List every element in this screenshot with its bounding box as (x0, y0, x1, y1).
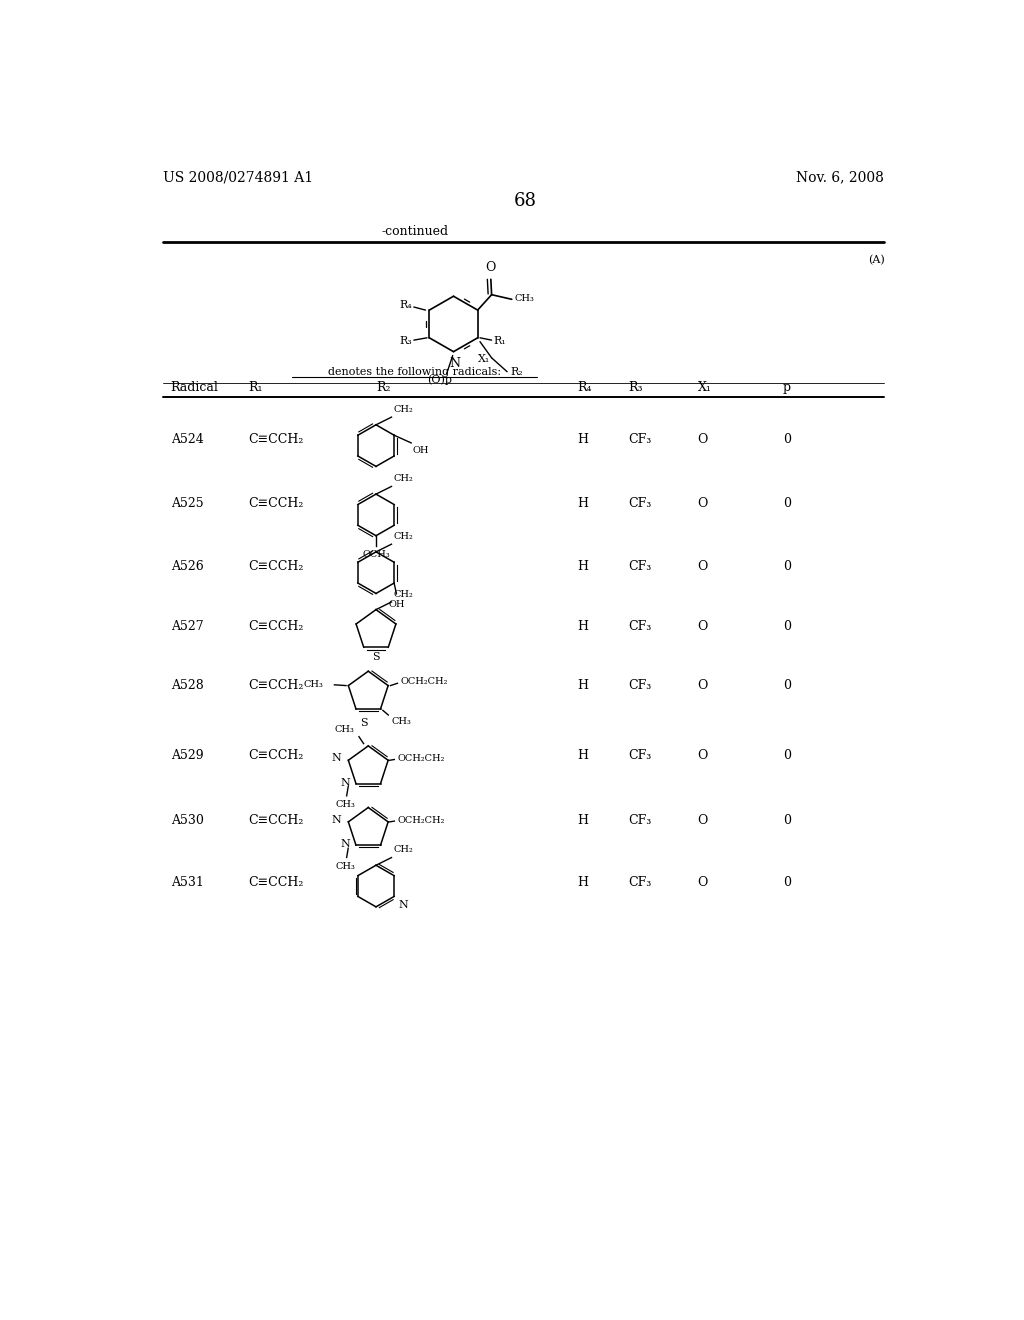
Text: CH₃: CH₃ (515, 294, 535, 304)
Text: H: H (578, 560, 589, 573)
Text: CH₃: CH₃ (335, 800, 355, 809)
Text: OH: OH (413, 446, 429, 455)
Text: 0: 0 (783, 814, 791, 828)
Text: R₂: R₂ (510, 367, 523, 376)
Text: denotes the following radicals:: denotes the following radicals: (328, 367, 502, 378)
Text: A531: A531 (171, 875, 204, 888)
Text: X₁: X₁ (697, 381, 712, 395)
Text: R₁: R₁ (493, 335, 506, 346)
Text: OCH₂CH₂: OCH₂CH₂ (397, 816, 444, 825)
Text: (O)p: (O)p (427, 374, 452, 384)
Text: -continued: -continued (381, 224, 449, 238)
Text: O: O (485, 261, 496, 275)
Text: C≡CCH₂: C≡CCH₂ (248, 433, 303, 446)
Text: H: H (578, 680, 589, 693)
Text: C≡CCH₂: C≡CCH₂ (248, 748, 303, 762)
Text: OCH₂CH₂: OCH₂CH₂ (397, 754, 444, 763)
Text: p: p (783, 381, 791, 395)
Text: A528: A528 (171, 680, 204, 693)
Text: CF₃: CF₃ (628, 620, 651, 634)
Text: H: H (578, 496, 589, 510)
Text: X₁: X₁ (478, 354, 490, 363)
Text: R₃: R₃ (628, 381, 642, 395)
Text: C≡CCH₂: C≡CCH₂ (248, 496, 303, 510)
Text: N: N (341, 840, 350, 849)
Text: N: N (332, 752, 341, 763)
Text: US 2008/0274891 A1: US 2008/0274891 A1 (163, 170, 313, 185)
Text: CH₂: CH₂ (393, 474, 413, 483)
Text: CF₃: CF₃ (628, 496, 651, 510)
Text: OCH₂CH₂: OCH₂CH₂ (400, 677, 447, 686)
Text: 68: 68 (513, 191, 537, 210)
Text: CF₃: CF₃ (628, 748, 651, 762)
Text: CH₂: CH₂ (393, 405, 413, 414)
Text: O: O (697, 680, 708, 693)
Text: CF₃: CF₃ (628, 433, 651, 446)
Text: CH₂: CH₂ (393, 532, 413, 541)
Text: OH: OH (389, 601, 406, 609)
Text: CH₃: CH₃ (304, 680, 324, 689)
Text: N: N (398, 900, 409, 911)
Text: S: S (360, 718, 369, 729)
Text: R₄: R₄ (399, 301, 413, 310)
Text: C≡CCH₂: C≡CCH₂ (248, 875, 303, 888)
Text: 0: 0 (783, 433, 791, 446)
Text: O: O (697, 814, 708, 828)
Text: O: O (697, 875, 708, 888)
Text: CF₃: CF₃ (628, 560, 651, 573)
Text: CH₃: CH₃ (391, 717, 412, 726)
Text: O: O (697, 433, 708, 446)
Text: CH₃: CH₃ (335, 862, 355, 871)
Text: H: H (578, 814, 589, 828)
Text: 0: 0 (783, 496, 791, 510)
Text: O: O (697, 620, 708, 634)
Text: C≡CCH₂: C≡CCH₂ (248, 680, 303, 693)
Text: R₃: R₃ (399, 335, 413, 346)
Text: A524: A524 (171, 433, 204, 446)
Text: CH₂: CH₂ (393, 590, 413, 599)
Text: C≡CCH₂: C≡CCH₂ (248, 560, 303, 573)
Text: N: N (341, 777, 350, 788)
Text: O: O (697, 496, 708, 510)
Text: (A): (A) (868, 255, 885, 265)
Text: Radical: Radical (171, 381, 218, 395)
Text: A527: A527 (171, 620, 203, 634)
Text: R₁: R₁ (248, 381, 262, 395)
Text: 0: 0 (783, 748, 791, 762)
Text: O: O (697, 560, 708, 573)
Text: H: H (578, 875, 589, 888)
Text: 0: 0 (783, 560, 791, 573)
Text: OCH₃: OCH₃ (362, 549, 390, 558)
Text: N: N (450, 358, 461, 370)
Text: 0: 0 (783, 875, 791, 888)
Text: A529: A529 (171, 748, 203, 762)
Text: A530: A530 (171, 814, 204, 828)
Text: H: H (578, 620, 589, 634)
Text: 0: 0 (783, 680, 791, 693)
Text: S: S (372, 652, 380, 661)
Text: CH₃: CH₃ (335, 725, 354, 734)
Text: C≡CCH₂: C≡CCH₂ (248, 620, 303, 634)
Text: R₄: R₄ (578, 381, 592, 395)
Text: H: H (578, 748, 589, 762)
Text: 0: 0 (783, 620, 791, 634)
Text: CF₃: CF₃ (628, 680, 651, 693)
Text: O: O (697, 748, 708, 762)
Text: CF₃: CF₃ (628, 875, 651, 888)
Text: A525: A525 (171, 496, 203, 510)
Text: A526: A526 (171, 560, 204, 573)
Text: CH₂: CH₂ (393, 846, 413, 854)
Text: R₂: R₂ (376, 381, 390, 395)
Text: H: H (578, 433, 589, 446)
Text: Nov. 6, 2008: Nov. 6, 2008 (796, 170, 884, 185)
Text: N: N (332, 814, 341, 825)
Text: C≡CCH₂: C≡CCH₂ (248, 814, 303, 828)
Text: CF₃: CF₃ (628, 814, 651, 828)
